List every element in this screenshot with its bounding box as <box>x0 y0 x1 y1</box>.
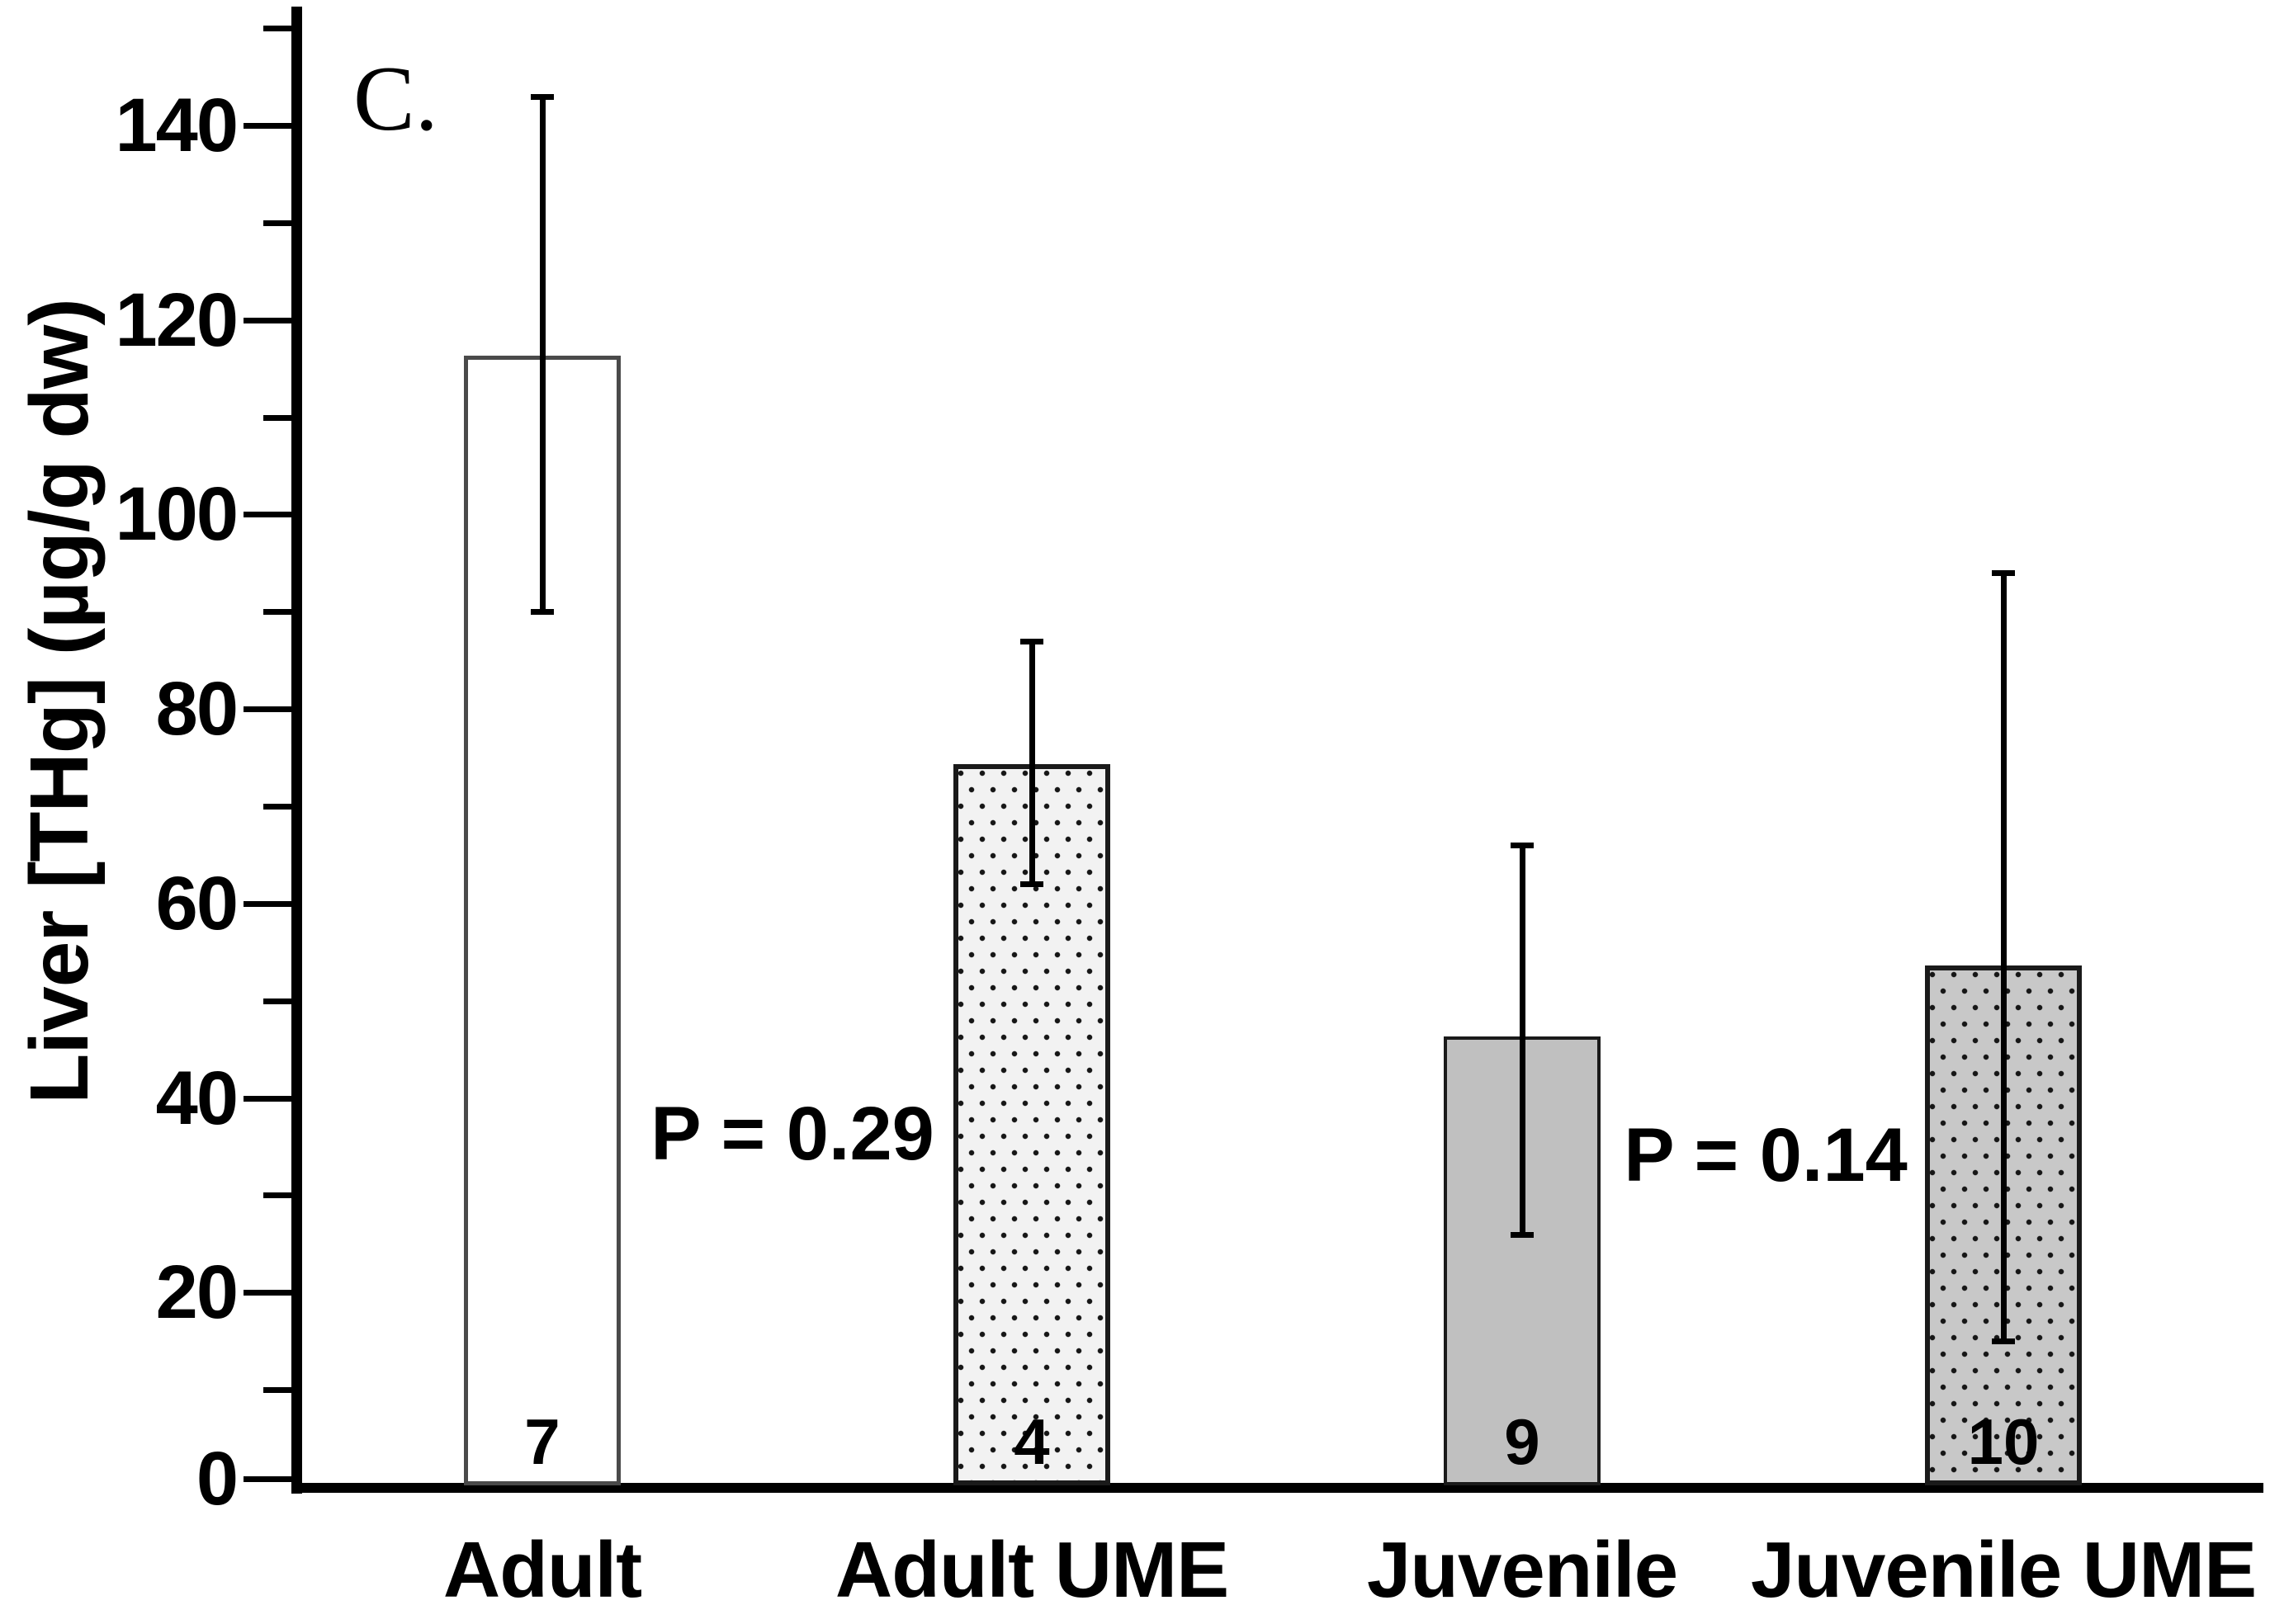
y-tick-major <box>244 1290 291 1296</box>
error-bar-line <box>2001 573 2007 1342</box>
error-bar-cap-bottom <box>1511 1231 1534 1238</box>
error-bar-line <box>540 96 546 612</box>
sample-size-label: 7 <box>524 1405 560 1478</box>
y-tick-label: 60 <box>155 861 239 946</box>
error-bar-line <box>1029 640 1035 885</box>
y-tick-major <box>244 1476 291 1482</box>
y-tick-major <box>244 900 291 907</box>
y-tick-label: 20 <box>155 1250 239 1335</box>
y-tick-minor <box>263 998 291 1004</box>
y-tick-label: 120 <box>115 277 239 362</box>
y-tick-label: 0 <box>196 1437 239 1521</box>
y-tick-label: 80 <box>155 667 239 752</box>
x-axis-category-label: Juvenile <box>1366 1526 1678 1614</box>
sample-size-label: 4 <box>1014 1405 1050 1478</box>
y-tick-label: 140 <box>115 83 239 168</box>
error-bar-cap-top <box>1020 638 1043 644</box>
y-tick-major <box>244 1095 291 1102</box>
p-value-annotation-adult: P = 0.29 <box>650 1092 934 1176</box>
y-tick-minor <box>263 1387 291 1394</box>
error-bar-cap-bottom <box>531 609 554 616</box>
x-axis-category-label: Juvenile UME <box>1750 1526 2257 1614</box>
y-tick-major <box>244 317 291 323</box>
x-axis-category-label: Adult <box>442 1526 642 1614</box>
sample-size-label: 9 <box>1504 1405 1540 1478</box>
y-tick-minor <box>263 26 291 32</box>
y-tick-label: 100 <box>115 472 239 557</box>
sample-size-label: 10 <box>1967 1405 2040 1478</box>
error-bar-cap-top <box>1511 843 1534 849</box>
y-tick-label: 40 <box>155 1055 239 1140</box>
y-tick-minor <box>263 1192 291 1199</box>
error-bar-cap-top <box>1992 570 2015 577</box>
error-bar-cap-bottom <box>1020 881 1043 888</box>
y-tick-minor <box>263 609 291 616</box>
y-tick-minor <box>263 220 291 226</box>
y-tick-major <box>244 123 291 129</box>
panel-label: C. <box>353 48 438 150</box>
y-tick-minor <box>263 414 291 421</box>
error-bar-cap-bottom <box>1992 1338 2015 1345</box>
error-bar-line <box>1520 845 1525 1235</box>
x-axis-category-label: Adult UME <box>835 1526 1229 1614</box>
y-axis-line <box>291 7 302 1494</box>
p-value-annotation-juvenile: P = 0.14 <box>1624 1113 1908 1197</box>
error-bar-cap-top <box>531 93 554 100</box>
bar-adult-ume <box>953 764 1110 1485</box>
x-axis-line <box>291 1483 2263 1493</box>
y-tick-major <box>244 706 291 713</box>
y-tick-minor <box>263 804 291 810</box>
y-tick-major <box>244 512 291 518</box>
